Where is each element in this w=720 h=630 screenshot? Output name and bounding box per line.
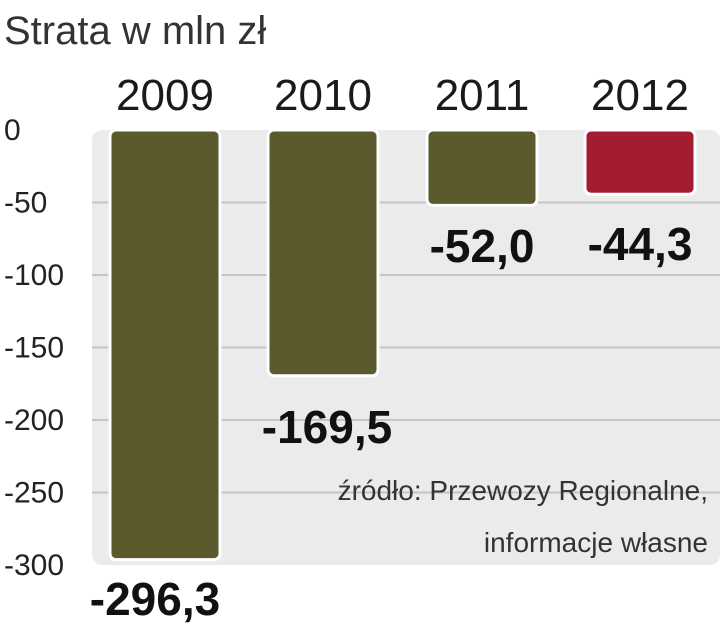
category-label: 2012 <box>591 71 689 120</box>
category-label: 2011 <box>435 71 530 120</box>
y-tick-label: -100 <box>4 259 64 292</box>
y-tick-label: -250 <box>4 477 64 510</box>
y-tick-label: -150 <box>4 332 64 365</box>
bar-2011 <box>425 128 539 207</box>
category-label: 2009 <box>116 71 214 120</box>
y-tick-label: 0 <box>4 114 21 147</box>
plot-area: 0 -50 -100 -150 -200 -250 -300 2009 -296,3 2010 -1… <box>4 71 720 625</box>
data-label: -44,3 <box>588 218 693 270</box>
data-label: -169,5 <box>262 401 392 453</box>
y-tick-label: -50 <box>4 187 47 220</box>
chart-title: Strata w mln zł <box>4 9 266 53</box>
bar-2010 <box>266 128 380 378</box>
y-tick-label: -200 <box>4 404 64 437</box>
bar-2012 <box>583 128 697 196</box>
source-line-2: informacje własne <box>484 527 708 558</box>
source-line-1: źródło: Przewozy Regionalne, <box>338 475 708 506</box>
data-label: -52,0 <box>430 220 535 272</box>
y-tick-label: -300 <box>4 549 64 582</box>
category-label: 2010 <box>274 71 372 120</box>
bar-2009 <box>108 128 222 562</box>
data-label: -296,3 <box>90 573 220 625</box>
